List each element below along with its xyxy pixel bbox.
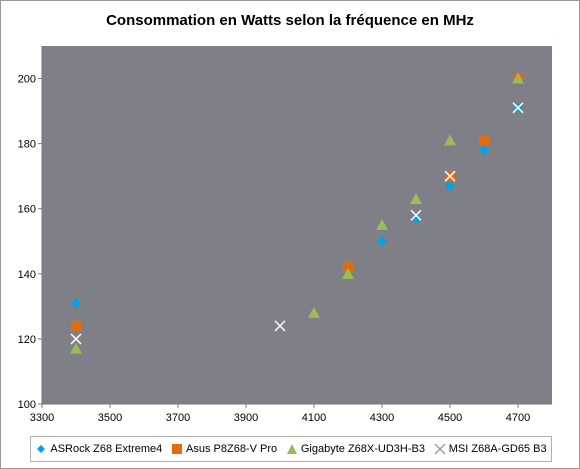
data-point <box>343 262 353 273</box>
data-point <box>444 134 456 146</box>
data-point <box>445 180 455 191</box>
legend-diamond-icon <box>37 445 46 453</box>
data-point <box>512 102 524 114</box>
data-point <box>308 306 320 318</box>
x-tick-label: 3500 <box>98 412 122 424</box>
x-tick-label: 4500 <box>438 412 462 424</box>
data-point <box>342 267 354 279</box>
data-point <box>410 209 422 221</box>
y-tick-label: 140 <box>18 269 36 281</box>
data-point <box>377 236 387 247</box>
x-tick-label: 4700 <box>506 412 530 424</box>
x-tick-label: 3900 <box>234 412 258 424</box>
data-point <box>71 320 81 331</box>
legend-square-icon <box>172 444 183 454</box>
chart-title: Consommation en Watts selon la fréquence… <box>106 12 474 29</box>
y-tick-label: 100 <box>18 399 36 411</box>
data-point <box>70 333 82 345</box>
data-point <box>71 298 81 309</box>
legend-triangle-icon <box>286 444 297 454</box>
legend-label: Asus P8Z68-V Pro <box>186 443 278 455</box>
legend-item: Asus P8Z68-V Pro <box>171 443 277 455</box>
y-tick-label: 160 <box>18 204 36 216</box>
legend-label: MSI Z68A-GD65 B3 <box>448 443 547 455</box>
chart-legend: ASRock Z68 Extreme4 Asus P8Z68-V Pro Gigab… <box>30 436 552 462</box>
data-point <box>512 72 524 84</box>
x-tick-label: 4300 <box>370 412 394 424</box>
data-point <box>479 145 489 156</box>
data-point <box>70 342 82 354</box>
y-tick-label: 120 <box>18 334 36 346</box>
legend-label: Gigabyte Z68X-UD3H-B3 <box>300 443 425 455</box>
data-point <box>376 219 388 230</box>
y-tick-label: 200 <box>18 74 36 86</box>
plot-area <box>42 46 552 404</box>
legend-item: MSI Z68A-GD65 B3 <box>434 443 547 455</box>
data-point <box>411 213 421 224</box>
x-tick-label: 3700 <box>166 412 190 424</box>
data-point <box>274 320 286 332</box>
data-point <box>479 135 489 146</box>
y-tick-label: 180 <box>18 139 36 151</box>
legend-label: ASRock Z68 Extreme4 <box>50 443 163 455</box>
legend-item: ASRock Z68 Extreme4 <box>35 443 162 455</box>
data-point <box>444 170 456 182</box>
legend-item: Gigabyte Z68X-UD3H-B3 <box>286 443 425 455</box>
x-tick-label: 3300 <box>30 412 54 424</box>
legend-x-icon <box>434 443 446 455</box>
x-tick-label: 4100 <box>302 412 326 424</box>
data-point <box>410 192 422 204</box>
